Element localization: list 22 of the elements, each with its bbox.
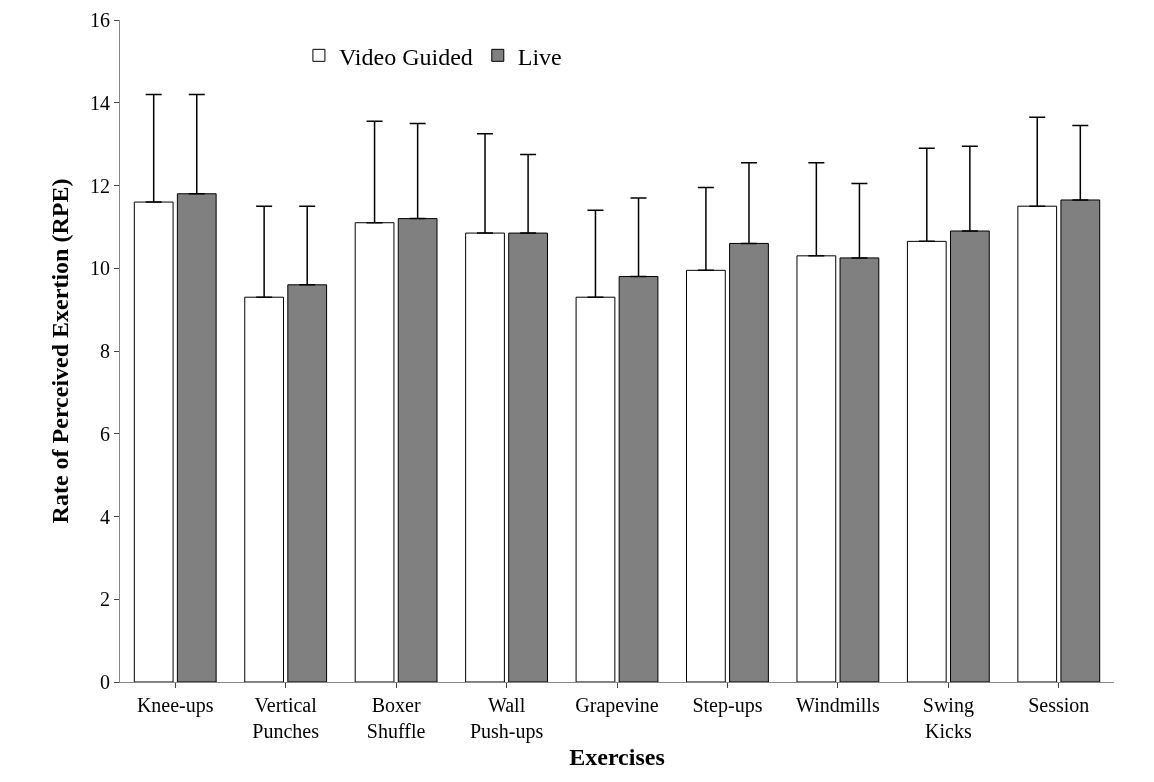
- legend-label: Video Guided: [338, 43, 473, 70]
- y-tick-label: 16: [90, 9, 110, 31]
- x-axis-title: Exercises: [569, 744, 665, 771]
- x-tick-label: Step-ups: [692, 694, 763, 717]
- x-tick-label: Windmills: [796, 694, 880, 716]
- x-tick-label: Grapevine: [575, 694, 659, 717]
- y-tick-label: 14: [90, 91, 110, 114]
- y-tick-label: 12: [90, 174, 110, 197]
- x-tick-label: Boxer Shuffle: [366, 694, 426, 742]
- x-tick-label: Vertical Punches: [252, 694, 320, 742]
- y-tick-label: 10: [90, 257, 110, 280]
- x-tick-label: Swing Kicks: [922, 694, 974, 742]
- x-tick-label: Session: [1028, 694, 1090, 716]
- y-tick-label: 8: [100, 340, 110, 362]
- y-tick-label: 2: [100, 588, 110, 611]
- y-tick-label: 6: [100, 422, 110, 445]
- y-tick-label: 0: [100, 671, 110, 693]
- y-axis-title: Rate of Perceived Exertion (RPE): [47, 178, 74, 524]
- x-tick-label: Wall Push-ups: [469, 694, 544, 743]
- x-tick-label: Knee-ups: [136, 694, 214, 717]
- y-tick-label: 4: [100, 505, 110, 528]
- legend-label: Live: [517, 43, 562, 70]
